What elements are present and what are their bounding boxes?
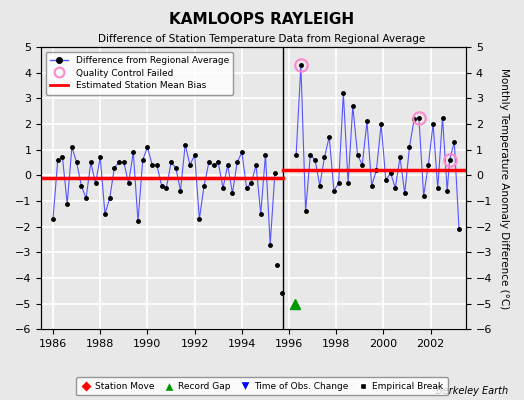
Legend: Station Move, Record Gap, Time of Obs. Change, Empirical Break: Station Move, Record Gap, Time of Obs. C… [77, 378, 447, 396]
Y-axis label: Monthly Temperature Anomaly Difference (°C): Monthly Temperature Anomaly Difference (… [499, 68, 509, 309]
Text: Difference of Station Temperature Data from Regional Average: Difference of Station Temperature Data f… [99, 34, 425, 44]
Legend: Difference from Regional Average, Quality Control Failed, Estimated Station Mean: Difference from Regional Average, Qualit… [46, 52, 233, 95]
Text: Berkeley Earth: Berkeley Earth [436, 386, 508, 396]
Text: KAMLOOPS RAYLEIGH: KAMLOOPS RAYLEIGH [169, 12, 355, 27]
